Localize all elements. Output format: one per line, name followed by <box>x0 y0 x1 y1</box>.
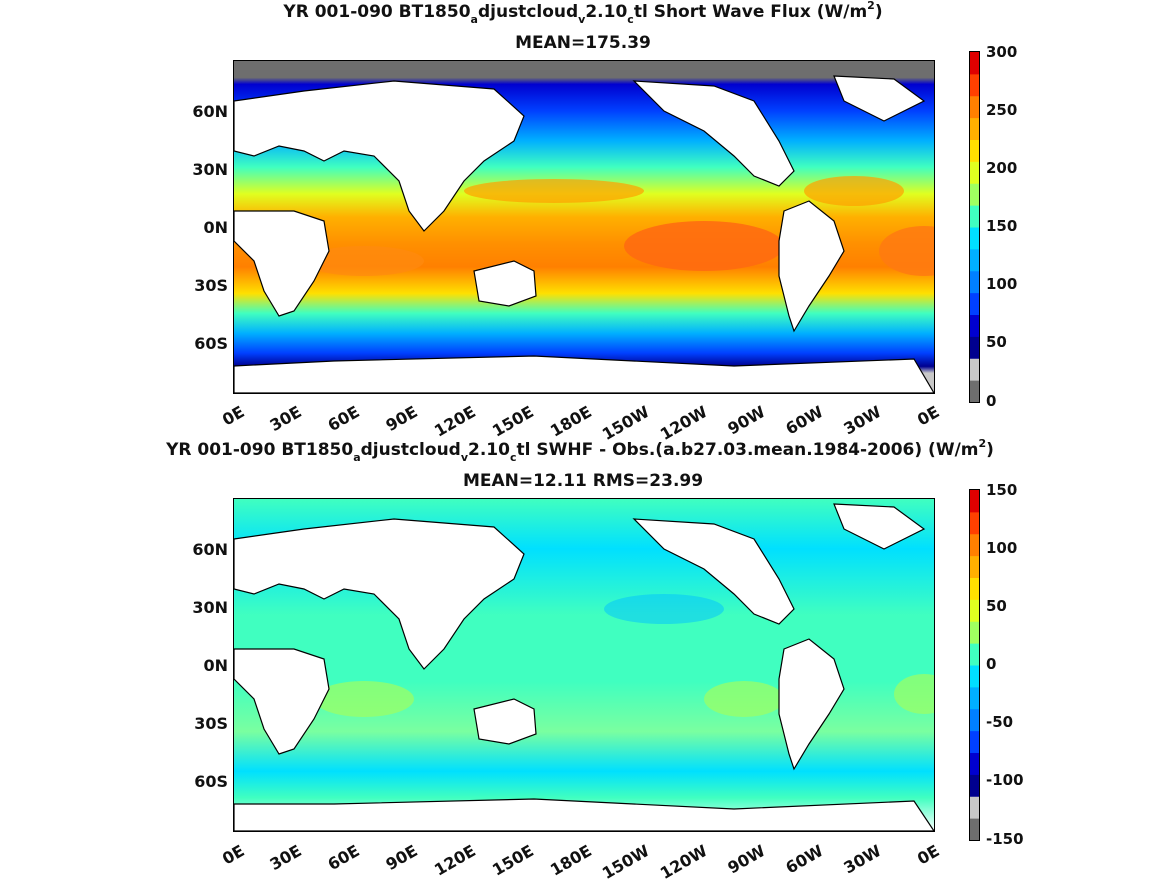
colorbar-swatch <box>970 183 979 206</box>
panel1-lon-label-90W: 90W <box>724 402 769 439</box>
colorbar-swatch <box>970 818 979 840</box>
colorbar-swatch <box>970 686 979 710</box>
colorbar-swatch <box>970 796 979 819</box>
colorbar-swatch <box>970 205 979 228</box>
colorbar-swatch <box>970 774 979 797</box>
panel1-lon-label-30W: 30W <box>840 402 885 439</box>
panel2-lat-label-60N: 60N <box>192 540 228 559</box>
panel1-lon-label-90E: 90E <box>382 402 421 436</box>
colorbar-swatch <box>970 336 979 359</box>
colorbar-swatch <box>970 117 979 140</box>
panel2-title: YR 001-090 BT1850adjustcloudv2.10ctl SWH… <box>166 437 994 464</box>
colorbar-swatch <box>970 752 979 775</box>
panel2-lon-label-0E: 0E <box>218 841 248 869</box>
panel2-lon-label-180E: 180E <box>546 841 595 880</box>
panel1-lat-label-60N: 60N <box>192 102 228 121</box>
panel1-colorbar <box>969 51 980 403</box>
panel1-map-field <box>234 61 934 393</box>
panel1-colorbar-tick: 150 <box>986 217 1018 235</box>
colorbar-swatch <box>970 665 979 688</box>
colorbar-swatch <box>970 577 979 600</box>
panel1-lon-label-180E: 180E <box>546 402 595 441</box>
panel1-colorbar-tick: 100 <box>986 275 1018 293</box>
panel1-lon-label-150W: 150W <box>598 402 653 444</box>
colorbar-swatch <box>970 511 979 535</box>
panel2-colorbar-tick: -50 <box>986 713 1014 731</box>
panel2-lon-label-150W: 150W <box>598 841 653 883</box>
panel2-colorbar-tick: 100 <box>986 539 1018 557</box>
panel2-lat-label-60S: 60S <box>194 772 228 791</box>
panel2-colorbar-tick: -100 <box>986 771 1024 789</box>
panel2-lon-label-30E: 30E <box>266 841 305 875</box>
colorbar-swatch <box>970 292 979 315</box>
panel1-lat-label-30S: 30S <box>194 276 228 295</box>
panel1-mean-label: MEAN=175.39 <box>515 33 651 53</box>
panel1-lon-label-0E: 0E <box>218 402 248 430</box>
panel2-lat-label-30N: 30N <box>192 598 228 617</box>
panel2-lat-label-30S: 30S <box>194 714 228 733</box>
panel2-colorbar-tick: -150 <box>986 830 1024 848</box>
colorbar-swatch <box>970 621 979 644</box>
panel2-colorbar-tick: 150 <box>986 481 1018 499</box>
panel1-colorbar-tick: 250 <box>986 101 1018 119</box>
panel2-lon-label-30W: 30W <box>840 841 885 878</box>
panel1-lat-label-30N: 30N <box>192 160 228 179</box>
colorbar-swatch <box>970 161 979 184</box>
panel1-lon-label-120E: 120E <box>430 402 479 441</box>
panel1-lon-label-60W: 60W <box>782 402 827 439</box>
panel1-colorbar-tick: 0 <box>986 392 997 410</box>
colorbar-swatch <box>970 227 979 250</box>
panel1-lon-label-60E: 60E <box>324 402 363 436</box>
panel2-lon-label-150E: 150E <box>488 841 537 880</box>
panel1-lon-label-150E: 150E <box>488 402 537 441</box>
panel2-lat-label-0N: 0N <box>203 656 228 675</box>
colorbar-swatch <box>970 643 979 666</box>
panel2-lon-label-60E: 60E <box>324 841 363 875</box>
panel2-lon-label-90W: 90W <box>724 841 769 878</box>
panel1-lon-label-0E-end: 0E <box>913 402 943 430</box>
panel2-colorbar <box>969 489 980 841</box>
colorbar-swatch <box>970 73 979 97</box>
colorbar-swatch <box>970 490 979 513</box>
colorbar-swatch <box>970 314 979 337</box>
colorbar-swatch <box>970 555 979 578</box>
panel1-lon-label-120W: 120W <box>656 402 711 444</box>
panel1-colorbar-tick: 50 <box>986 333 1007 351</box>
panel2-lon-label-0E-end: 0E <box>913 841 943 869</box>
colorbar-swatch <box>970 533 979 557</box>
colorbar-swatch <box>970 599 979 622</box>
panel2-lon-label-120W: 120W <box>656 841 711 883</box>
panel1-title: YR 001-090 BT1850adjustcloudv2.10ctl Sho… <box>283 0 883 26</box>
colorbar-swatch <box>970 708 979 732</box>
panel1-map <box>233 60 935 394</box>
colorbar-swatch <box>970 380 979 402</box>
panel1-lon-label-30E: 30E <box>266 402 305 436</box>
panel1-lat-label-60S: 60S <box>194 334 228 353</box>
panel1-colorbar-tick: 200 <box>986 159 1018 177</box>
panel2-mean-label: MEAN=12.11 RMS=23.99 <box>462 471 704 491</box>
colorbar-swatch <box>970 270 979 294</box>
panel2-lon-label-90E: 90E <box>382 841 421 875</box>
panel2-lon-label-60W: 60W <box>782 841 827 878</box>
panel2-lon-label-120E: 120E <box>430 841 479 880</box>
colorbar-swatch <box>970 730 979 753</box>
panel2-colorbar-gradient <box>970 490 979 840</box>
panel2-map <box>233 498 935 832</box>
panel1-colorbar-gradient <box>970 52 979 402</box>
colorbar-swatch <box>970 358 979 381</box>
panel2-colorbar-tick: 50 <box>986 597 1007 615</box>
colorbar-swatch <box>970 95 979 119</box>
panel2-map-field <box>234 499 934 831</box>
panel2-colorbar-tick: 0 <box>986 655 997 673</box>
colorbar-swatch <box>970 248 979 272</box>
panel1-lat-label-0N: 0N <box>203 218 228 237</box>
colorbar-swatch <box>970 52 979 75</box>
colorbar-swatch <box>970 139 979 162</box>
panel1-colorbar-tick: 300 <box>986 43 1018 61</box>
